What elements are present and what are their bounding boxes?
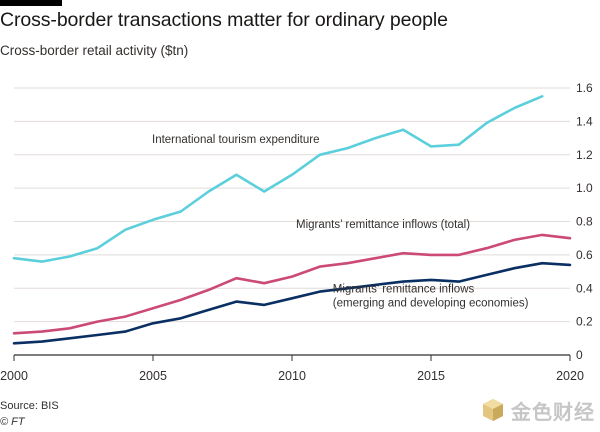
y-tick-label: 0.4	[576, 281, 593, 295]
y-tick-label: 0.6	[576, 248, 593, 262]
series-label-2: (emerging and developing economies)	[333, 297, 529, 309]
y-tick-label: 0.2	[576, 315, 593, 329]
series-label-1: Migrants’ remittance inflows (total)	[296, 219, 470, 231]
chart-title: Cross-border transactions matter for ord…	[0, 9, 448, 31]
y-tick-label: 0.8	[576, 215, 593, 229]
y-tick-label: 1.2	[576, 148, 593, 162]
chart-subtitle: Cross-border retail activity ($tn)	[0, 43, 189, 58]
series-line-0	[12, 95, 544, 263]
series-line-2	[12, 261, 572, 345]
y-tick-label: 1.6	[576, 81, 593, 95]
ft-credit: © FT	[0, 416, 25, 428]
x-tick-label: 2005	[139, 369, 167, 383]
series-line-1	[12, 233, 572, 335]
golden-cube-icon	[483, 399, 503, 421]
x-tick-label: 2020	[556, 369, 584, 383]
y-tick-label: 1.4	[576, 114, 593, 128]
x-tick-label: 2000	[0, 369, 28, 383]
source-note: Source: BIS	[0, 400, 59, 412]
y-tick-label: 0	[576, 348, 583, 362]
ft-top-rule	[0, 0, 62, 6]
y-tick-label: 1.0	[576, 181, 593, 195]
series-label-2: Migrants’ remittance inflows	[333, 283, 475, 295]
series-label-0: International tourism expenditure	[152, 134, 320, 146]
x-tick-label: 2015	[417, 369, 445, 383]
watermark-text: 金色财经	[511, 401, 595, 424]
watermark: 金色财经	[480, 395, 595, 425]
x-tick-label: 2010	[278, 369, 306, 383]
line-chart: 0 0.2 0.4 0.6 0.8 1.0 1.2 1.4 1.6 2000 2005 2010 201…	[0, 81, 593, 383]
